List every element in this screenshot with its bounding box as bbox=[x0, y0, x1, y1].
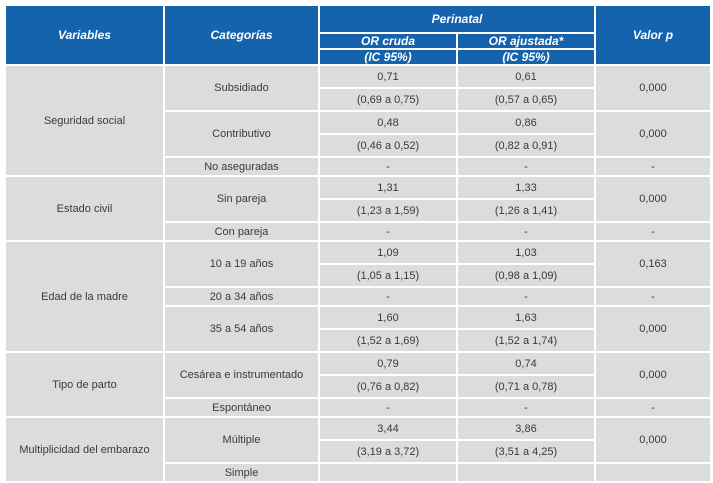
p-value-cell: 0,000 bbox=[596, 177, 711, 221]
table-row: 35 a 54 años 1,60 1,63 0,000 bbox=[6, 307, 711, 351]
table-row: (0,76 a 0,82) (0,71 a 0,78) bbox=[6, 376, 710, 397]
categoria-cell: No aseguradas bbox=[165, 158, 318, 175]
or-cruda-cell: - bbox=[320, 158, 456, 175]
p-value-cell bbox=[596, 464, 711, 481]
ic-ajustada-cell: (3,51 a 4,25) bbox=[458, 441, 595, 462]
variable-cell: Multiplicidad del embarazo bbox=[6, 418, 163, 481]
p-value-cell: - bbox=[596, 399, 711, 416]
variable-cell: Estado civil bbox=[6, 177, 163, 240]
ic-cruda-cell: (0,46 a 0,52) bbox=[320, 135, 456, 156]
or-ajustada-cell: 3,86 bbox=[458, 418, 595, 439]
ic-cruda-cell: (0,76 a 0,82) bbox=[320, 376, 456, 397]
p-value-cell: - bbox=[596, 288, 711, 305]
ic-cruda-cell: (3,19 a 3,72) bbox=[320, 441, 456, 462]
p-value-cell: 0,000 bbox=[596, 418, 711, 462]
categoria-cell: Simple bbox=[165, 464, 318, 481]
categoria-cell: Cesárea e instrumentado bbox=[165, 353, 318, 397]
or-cruda-cell: - bbox=[320, 223, 456, 240]
p-value-cell: 0,000 bbox=[596, 66, 711, 110]
table-row: Estado civil Sin pareja 1,31 1,33 0,000 bbox=[6, 177, 711, 240]
table-header: Variables Categorías Perinatal Valor p O… bbox=[6, 6, 711, 64]
table-row: (0,69 a 0,75) (0,57 a 0,65) bbox=[6, 89, 710, 110]
ic-ajustada-cell: (0,82 a 0,91) bbox=[458, 135, 595, 156]
header-or-ajustada: OR ajustada* bbox=[458, 34, 595, 48]
table-row: Edad de la madre 10 a 19 años 1,09 1,03 0,16… bbox=[6, 242, 711, 351]
header-perinatal: Perinatal bbox=[320, 6, 595, 32]
table-row: (0,46 a 0,52) (0,82 a 0,91) bbox=[6, 135, 710, 156]
header-or-cruda-ic: (IC 95%) bbox=[320, 50, 456, 64]
categoria-cell: 20 a 34 años bbox=[165, 288, 318, 305]
table-row: Multiplicidad del embarazo Múltiple 3,44 3,… bbox=[6, 418, 711, 481]
or-ajustada-cell: - bbox=[458, 223, 595, 240]
table-row: 20 a 34 años - - - bbox=[6, 288, 711, 305]
or-cruda-cell: 3,44 bbox=[320, 418, 456, 439]
table-row: No aseguradas - - - bbox=[6, 158, 711, 175]
ic-cruda-cell: (1,52 a 1,69) bbox=[320, 330, 456, 351]
header-or-cruda: OR cruda bbox=[320, 34, 456, 48]
table-row: Contributivo 0,48 0,86 0,000 bbox=[6, 112, 711, 156]
header-categorias: Categorías bbox=[165, 6, 318, 64]
categoria-cell: 35 a 54 años bbox=[165, 307, 318, 351]
header-or-ajustada-ic: (IC 95%) bbox=[458, 50, 595, 64]
or-ajustada-cell: - bbox=[458, 158, 595, 175]
p-value-cell: - bbox=[596, 223, 711, 240]
p-value-cell: - bbox=[596, 158, 711, 175]
ic-ajustada-cell: (0,57 a 0,65) bbox=[458, 89, 595, 110]
categoria-cell: 10 a 19 años bbox=[165, 242, 318, 286]
or-ajustada-cell: 0,61 bbox=[458, 66, 595, 87]
or-cruda-cell: - bbox=[320, 399, 456, 416]
variable-cell: Edad de la madre bbox=[6, 242, 163, 351]
or-ajustada-cell: 1,63 bbox=[458, 307, 595, 328]
or-cruda-cell: 1,09 bbox=[320, 242, 456, 263]
or-cruda-cell: 0,48 bbox=[320, 112, 456, 133]
categoria-cell: Contributivo bbox=[165, 112, 318, 156]
ic-cruda-cell: (1,23 a 1,59) bbox=[320, 200, 456, 221]
table-row: (3,19 a 3,72) (3,51 a 4,25) bbox=[6, 441, 710, 462]
table-row: Espontáneo - - - bbox=[6, 399, 711, 416]
or-ajustada-cell: 0,74 bbox=[458, 353, 595, 374]
header-valor-p: Valor p bbox=[596, 6, 711, 64]
or-cruda-cell: 1,31 bbox=[320, 177, 456, 198]
or-cruda-cell bbox=[320, 464, 456, 481]
or-results-table: Variables Categorías Perinatal Valor p O… bbox=[4, 4, 712, 483]
categoria-cell: Subsidiado bbox=[165, 66, 318, 110]
table-row: (1,52 a 1,69) (1,52 a 1,74) bbox=[6, 330, 710, 351]
ic-cruda-cell: (1,05 a 1,15) bbox=[320, 265, 456, 286]
variable-cell: Seguridad social bbox=[6, 66, 163, 175]
or-ajustada-cell bbox=[458, 464, 595, 481]
or-cruda-cell: - bbox=[320, 288, 456, 305]
ic-cruda-cell: (0,69 a 0,75) bbox=[320, 89, 456, 110]
table-row: Tipo de parto Cesárea e instrumentado 0,79… bbox=[6, 353, 711, 416]
table-row: (1,05 a 1,15) (0,98 a 1,09) bbox=[6, 265, 710, 286]
ic-ajustada-cell: (1,26 a 1,41) bbox=[458, 200, 595, 221]
categoria-cell: Múltiple bbox=[165, 418, 318, 462]
categoria-cell: Sin pareja bbox=[165, 177, 318, 221]
or-ajustada-cell: 1,33 bbox=[458, 177, 595, 198]
or-ajustada-cell: - bbox=[458, 399, 595, 416]
or-cruda-cell: 0,79 bbox=[320, 353, 456, 374]
p-value-cell: 0,000 bbox=[596, 112, 711, 156]
ic-ajustada-cell: (1,52 a 1,74) bbox=[458, 330, 595, 351]
or-cruda-cell: 1,60 bbox=[320, 307, 456, 328]
table-row: Seguridad social Subsidiado 0,71 0,61 0,000 bbox=[6, 66, 711, 175]
categoria-cell: Espontáneo bbox=[165, 399, 318, 416]
or-ajustada-cell: 0,86 bbox=[458, 112, 595, 133]
variable-cell: Tipo de parto bbox=[6, 353, 163, 416]
ic-ajustada-cell: (0,71 a 0,78) bbox=[458, 376, 595, 397]
header-variables: Variables bbox=[6, 6, 163, 64]
table-row: Con pareja - - - bbox=[6, 223, 711, 240]
table-body: Seguridad social Subsidiado 0,71 0,61 0,000(… bbox=[6, 66, 711, 481]
or-cruda-cell: 0,71 bbox=[320, 66, 456, 87]
p-value-cell: 0,000 bbox=[596, 307, 711, 351]
ic-ajustada-cell: (0,98 a 1,09) bbox=[458, 265, 595, 286]
or-ajustada-cell: - bbox=[458, 288, 595, 305]
table-row: (1,23 a 1,59) (1,26 a 1,41) bbox=[6, 200, 710, 221]
categoria-cell: Con pareja bbox=[165, 223, 318, 240]
p-value-cell: 0,163 bbox=[596, 242, 711, 286]
or-ajustada-cell: 1,03 bbox=[458, 242, 595, 263]
p-value-cell: 0,000 bbox=[596, 353, 711, 397]
